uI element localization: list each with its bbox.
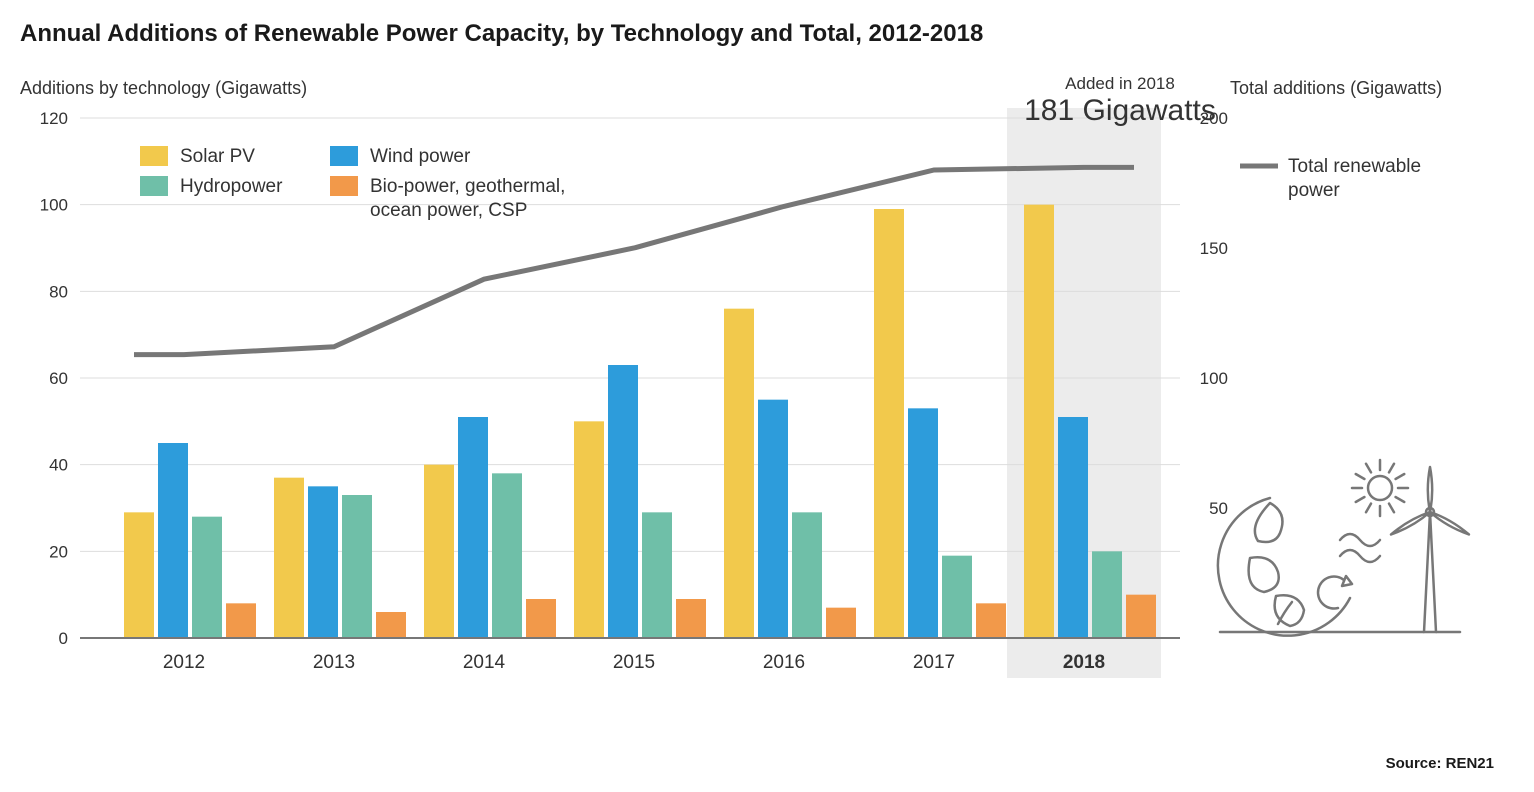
chart-title: Annual Additions of Renewable Power Capa… xyxy=(20,20,1514,48)
bar-hydro xyxy=(642,512,672,638)
bar-hydro xyxy=(192,517,222,638)
legend-label-bio: ocean power, CSP xyxy=(370,200,527,221)
source-prefix: Source: xyxy=(1386,755,1446,772)
bar-wind xyxy=(458,417,488,638)
bar-bio xyxy=(376,612,406,638)
x-tick-label: 2012 xyxy=(163,652,205,673)
legend-label-total: power xyxy=(1288,180,1340,201)
bar-hydro xyxy=(1092,551,1122,638)
x-tick-label: 2018 xyxy=(1063,652,1105,673)
bar-wind xyxy=(158,443,188,638)
bar-wind xyxy=(308,486,338,638)
callout-value: 181 Gigawatts xyxy=(1020,94,1220,128)
bar-solar xyxy=(574,421,604,638)
legend-label-hydro: Hydropower xyxy=(180,176,283,197)
bar-bio xyxy=(1126,595,1156,638)
bar-hydro xyxy=(942,556,972,638)
bar-wind xyxy=(1058,417,1088,638)
x-tick-label: 2016 xyxy=(763,652,805,673)
bar-solar xyxy=(424,465,454,638)
source-name: REN21 xyxy=(1446,755,1494,772)
legend-label-bio: Bio-power, geothermal, xyxy=(370,176,565,197)
bar-bio xyxy=(826,608,856,638)
left-tick-label: 100 xyxy=(40,196,68,215)
left-axis-title: Additions by technology (Gigawatts) xyxy=(20,78,307,99)
callout-2018: Added in 2018 181 Gigawatts xyxy=(1020,74,1220,128)
bar-bio xyxy=(226,603,256,638)
callout-label: Added in 2018 xyxy=(1020,74,1220,94)
bar-solar xyxy=(1024,205,1054,638)
bar-hydro xyxy=(342,495,372,638)
left-tick-label: 20 xyxy=(49,542,68,561)
bar-solar xyxy=(874,209,904,638)
legend-swatch-solar xyxy=(140,146,168,166)
bar-bio xyxy=(526,599,556,638)
left-tick-label: 80 xyxy=(49,282,68,301)
legend-swatch-bio xyxy=(330,176,358,196)
x-tick-label: 2014 xyxy=(463,652,506,673)
bar-bio xyxy=(976,603,1006,638)
bar-wind xyxy=(608,365,638,638)
legend-label-solar: Solar PV xyxy=(180,146,255,167)
x-tick-label: 2013 xyxy=(313,652,355,673)
right-tick-label: 50 xyxy=(1209,499,1228,518)
x-tick-label: 2017 xyxy=(913,652,955,673)
left-tick-label: 120 xyxy=(40,109,68,128)
left-tick-label: 40 xyxy=(49,456,68,475)
bar-solar xyxy=(724,309,754,638)
right-tick-label: 100 xyxy=(1200,369,1228,388)
bar-solar xyxy=(274,478,304,638)
legend-swatch-wind xyxy=(330,146,358,166)
total-line xyxy=(134,167,1134,354)
chart-svg: 0204060801001205010015020020122013201420… xyxy=(20,78,1514,738)
bar-hydro xyxy=(492,473,522,638)
bar-bio xyxy=(676,599,706,638)
right-axis-title: Total additions (Gigawatts) xyxy=(1230,78,1442,99)
bar-solar xyxy=(124,512,154,638)
x-tick-label: 2015 xyxy=(613,652,655,673)
legend-label-wind: Wind power xyxy=(370,146,471,167)
legend-swatch-hydro xyxy=(140,176,168,196)
right-tick-label: 150 xyxy=(1200,239,1228,258)
left-tick-label: 60 xyxy=(49,369,68,388)
bar-wind xyxy=(758,400,788,638)
bar-wind xyxy=(908,408,938,638)
left-tick-label: 0 xyxy=(59,629,68,648)
source-line: Source: REN21 xyxy=(1386,755,1494,772)
chart-container: Annual Additions of Renewable Power Capa… xyxy=(20,20,1514,772)
decorative-illustration xyxy=(1218,460,1469,636)
legend-label-total: Total renewable xyxy=(1288,156,1421,177)
bar-hydro xyxy=(792,512,822,638)
